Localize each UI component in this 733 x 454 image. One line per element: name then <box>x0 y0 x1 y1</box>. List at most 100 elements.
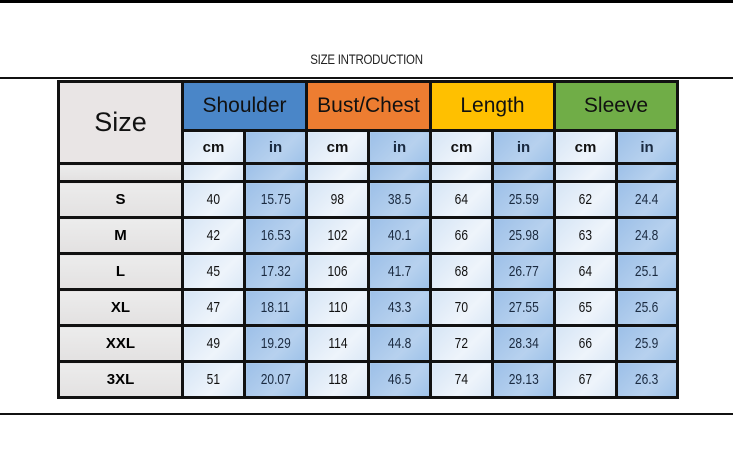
value-text: 16.53 <box>260 227 291 244</box>
value-cell: 43.3 <box>367 288 432 327</box>
value-cell: 66 <box>553 324 618 363</box>
value-cell: 106 <box>305 252 370 291</box>
value-cell: 47 <box>181 288 246 327</box>
unit-cm: cm <box>305 129 370 165</box>
table-row: XL 47 18.11 110 43.3 70 27.55 65 25.6 <box>57 288 679 327</box>
value-cell: 40.1 <box>367 216 432 255</box>
value-text: 70 <box>454 299 469 316</box>
value-text: 49 <box>206 335 221 352</box>
value-text: 40.1 <box>387 227 412 244</box>
value-cell: 74 <box>429 360 494 399</box>
value-cell: 38.5 <box>367 180 432 219</box>
value-text: 45 <box>206 263 221 280</box>
table-row: S 40 15.75 98 38.5 64 25.59 62 24.4 <box>57 180 679 219</box>
value-cell: 29.13 <box>491 360 556 399</box>
value-text: 62 <box>578 191 593 208</box>
value-cell: 44.8 <box>367 324 432 363</box>
value-text: 26.77 <box>508 263 539 280</box>
value-text: 24.8 <box>635 227 659 244</box>
blank-cell <box>181 162 246 183</box>
table-row: 3XL 51 20.07 118 46.5 74 29.13 67 26.3 <box>57 360 679 399</box>
value-text: 29.13 <box>508 371 539 388</box>
blank-cell <box>305 162 370 183</box>
value-cell: 25.1 <box>615 252 679 291</box>
unit-in: in <box>615 129 679 165</box>
value-text: 19.29 <box>260 335 291 352</box>
table-row: L 45 17.32 106 41.7 68 26.77 64 25.1 <box>57 252 679 291</box>
unit-in: in <box>243 129 308 165</box>
unit-in: in <box>367 129 432 165</box>
blank-cell <box>615 162 679 183</box>
value-cell: 67 <box>553 360 618 399</box>
value-cell: 65 <box>553 288 618 327</box>
unit-in: in <box>491 129 556 165</box>
value-text: 27.55 <box>508 299 539 316</box>
value-cell: 49 <box>181 324 246 363</box>
blank-cell <box>57 162 184 183</box>
blank-cell <box>491 162 556 183</box>
value-text: 25.9 <box>635 335 659 352</box>
value-text: 118 <box>327 371 348 388</box>
value-cell: 17.32 <box>243 252 308 291</box>
value-text: 67 <box>578 371 593 388</box>
value-text: 18.11 <box>260 299 291 316</box>
value-cell: 16.53 <box>243 216 308 255</box>
value-cell: 28.34 <box>491 324 556 363</box>
value-text: 44.8 <box>387 335 412 352</box>
size-header: Size <box>57 80 184 165</box>
value-cell: 25.6 <box>615 288 679 327</box>
value-text: 64 <box>578 263 593 280</box>
value-text: 47 <box>206 299 221 316</box>
value-cell: 62 <box>553 180 618 219</box>
top-border <box>0 0 733 3</box>
chart-title: SIZE INTRODUCTION <box>310 51 423 67</box>
header-shoulder: Shoulder <box>181 80 308 132</box>
value-text: 98 <box>330 191 345 208</box>
bottom-divider <box>0 413 733 415</box>
blank-cell <box>243 162 308 183</box>
header-length: Length <box>429 80 556 132</box>
value-text: 40 <box>206 191 221 208</box>
value-text: 65 <box>578 299 593 316</box>
value-cell: 24.8 <box>615 216 679 255</box>
value-cell: 40 <box>181 180 246 219</box>
value-cell: 51 <box>181 360 246 399</box>
value-text: 102 <box>327 227 348 244</box>
blank-cell <box>429 162 494 183</box>
value-cell: 64 <box>553 252 618 291</box>
size-label: XXL <box>57 324 184 363</box>
value-cell: 102 <box>305 216 370 255</box>
value-cell: 118 <box>305 360 370 399</box>
value-cell: 26.3 <box>615 360 679 399</box>
value-text: 74 <box>454 371 469 388</box>
value-cell: 24.4 <box>615 180 679 219</box>
value-text: 68 <box>454 263 469 280</box>
value-cell: 45 <box>181 252 246 291</box>
value-text: 25.59 <box>508 191 539 208</box>
value-text: 46.5 <box>387 371 412 388</box>
value-text: 41.7 <box>387 263 412 280</box>
value-text: 114 <box>327 335 348 352</box>
value-cell: 26.77 <box>491 252 556 291</box>
value-cell: 25.59 <box>491 180 556 219</box>
value-text: 66 <box>454 227 469 244</box>
value-text: 42 <box>206 227 221 244</box>
size-label: M <box>57 216 184 255</box>
header-bust-chest: Bust/Chest <box>305 80 432 132</box>
value-cell: 19.29 <box>243 324 308 363</box>
value-text: 28.34 <box>508 335 539 352</box>
blank-cell <box>553 162 618 183</box>
value-text: 25.1 <box>635 263 659 280</box>
value-text: 72 <box>454 335 469 352</box>
value-text: 64 <box>454 191 469 208</box>
value-cell: 110 <box>305 288 370 327</box>
value-cell: 25.98 <box>491 216 556 255</box>
value-text: 25.98 <box>508 227 539 244</box>
value-text: 26.3 <box>635 371 659 388</box>
value-cell: 27.55 <box>491 288 556 327</box>
value-cell: 46.5 <box>367 360 432 399</box>
table-row: XXL 49 19.29 114 44.8 72 28.34 66 25.9 <box>57 324 679 363</box>
value-cell: 114 <box>305 324 370 363</box>
value-cell: 25.9 <box>615 324 679 363</box>
value-cell: 64 <box>429 180 494 219</box>
